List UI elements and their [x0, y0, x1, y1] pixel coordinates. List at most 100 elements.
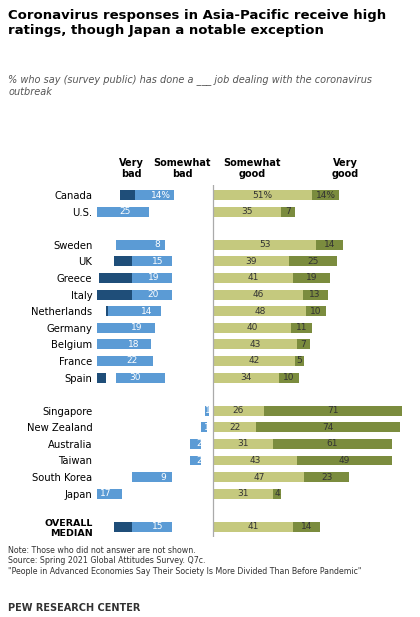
Bar	[213, 522, 293, 532]
Bar	[213, 323, 291, 333]
Text: 3: 3	[207, 423, 213, 432]
Bar	[316, 240, 343, 250]
Bar	[131, 273, 172, 283]
Text: 14%: 14%	[316, 191, 336, 199]
Bar	[213, 273, 293, 283]
Bar	[81, 323, 118, 333]
Text: 14: 14	[301, 523, 312, 531]
Bar	[213, 190, 312, 200]
Bar	[264, 406, 402, 416]
Text: 11: 11	[296, 323, 307, 333]
Text: 25: 25	[183, 373, 194, 382]
Bar	[307, 306, 326, 316]
Bar	[106, 306, 134, 316]
Text: 4: 4	[274, 489, 280, 498]
Text: 35: 35	[241, 207, 253, 216]
Text: 14: 14	[142, 307, 153, 316]
Text: 48: 48	[254, 307, 265, 316]
Text: 14%: 14%	[151, 191, 171, 199]
Text: 47: 47	[162, 489, 173, 498]
Text: 21: 21	[187, 273, 198, 283]
Bar	[213, 289, 302, 300]
Bar	[31, 489, 122, 499]
Text: 43: 43	[249, 456, 260, 465]
Bar	[295, 356, 304, 366]
Text: 20%: 20%	[184, 191, 204, 199]
Bar	[131, 257, 172, 267]
Text: 2: 2	[197, 439, 202, 449]
Bar	[256, 422, 400, 433]
Bar	[131, 472, 172, 482]
Text: 74: 74	[322, 423, 333, 432]
Bar	[194, 439, 198, 449]
Text: 32: 32	[176, 340, 188, 349]
Bar	[205, 406, 209, 416]
Text: 19: 19	[131, 323, 142, 333]
Text: 30: 30	[130, 373, 141, 382]
Text: PEW RESEARCH CENTER: PEW RESEARCH CENTER	[8, 603, 141, 613]
Text: 49: 49	[339, 456, 350, 465]
Text: 25: 25	[183, 240, 194, 249]
Text: 34: 34	[241, 373, 252, 382]
Text: 10: 10	[283, 373, 295, 382]
Text: 18: 18	[128, 340, 139, 349]
Text: 22: 22	[229, 423, 240, 432]
Bar	[289, 257, 338, 267]
Bar	[137, 472, 155, 482]
Bar	[273, 439, 392, 449]
Bar	[52, 207, 100, 217]
Text: 43: 43	[249, 340, 260, 349]
Bar	[190, 455, 202, 465]
Text: 10: 10	[310, 307, 322, 316]
Text: 40: 40	[246, 323, 258, 333]
Text: 19: 19	[148, 273, 160, 283]
Text: 21: 21	[187, 290, 198, 299]
Bar	[213, 240, 316, 250]
Text: 61: 61	[327, 439, 339, 449]
Bar	[213, 439, 273, 449]
Text: Somewhat
bad: Somewhat bad	[153, 158, 211, 180]
Bar	[194, 455, 198, 465]
Text: 26: 26	[233, 406, 244, 415]
Bar	[114, 522, 143, 532]
Text: 31: 31	[237, 439, 249, 449]
Bar	[312, 190, 339, 200]
Bar	[190, 439, 202, 449]
Bar	[213, 455, 297, 465]
Bar	[213, 472, 304, 482]
Bar	[89, 339, 151, 349]
Bar	[213, 422, 256, 433]
Bar	[213, 207, 281, 217]
Text: 71: 71	[327, 406, 339, 415]
Text: 6: 6	[205, 456, 210, 465]
Text: 21: 21	[187, 523, 198, 531]
Bar	[131, 289, 172, 300]
Bar	[213, 406, 264, 416]
Bar	[134, 240, 149, 250]
Text: 17: 17	[100, 489, 111, 498]
Text: 5: 5	[297, 357, 302, 365]
Text: 53: 53	[259, 240, 270, 249]
Bar	[120, 190, 147, 200]
Text: 30: 30	[178, 323, 190, 333]
Text: 51%: 51%	[252, 191, 273, 199]
Text: 31: 31	[237, 489, 249, 498]
Text: Very
bad: Very bad	[119, 158, 144, 180]
Bar	[213, 257, 289, 267]
Text: 2: 2	[208, 406, 214, 415]
Bar	[99, 273, 135, 283]
Bar	[213, 356, 295, 366]
Bar	[135, 190, 174, 200]
Bar	[202, 422, 207, 433]
Bar	[213, 339, 297, 349]
Text: 13: 13	[310, 290, 321, 299]
Bar	[293, 273, 330, 283]
Bar	[116, 240, 165, 250]
Text: Very
good: Very good	[332, 158, 359, 180]
Bar	[279, 373, 299, 383]
Text: 41: 41	[247, 523, 259, 531]
Bar	[68, 356, 110, 366]
Text: 25: 25	[307, 257, 319, 266]
Text: 8: 8	[154, 240, 160, 249]
Bar	[116, 373, 165, 383]
